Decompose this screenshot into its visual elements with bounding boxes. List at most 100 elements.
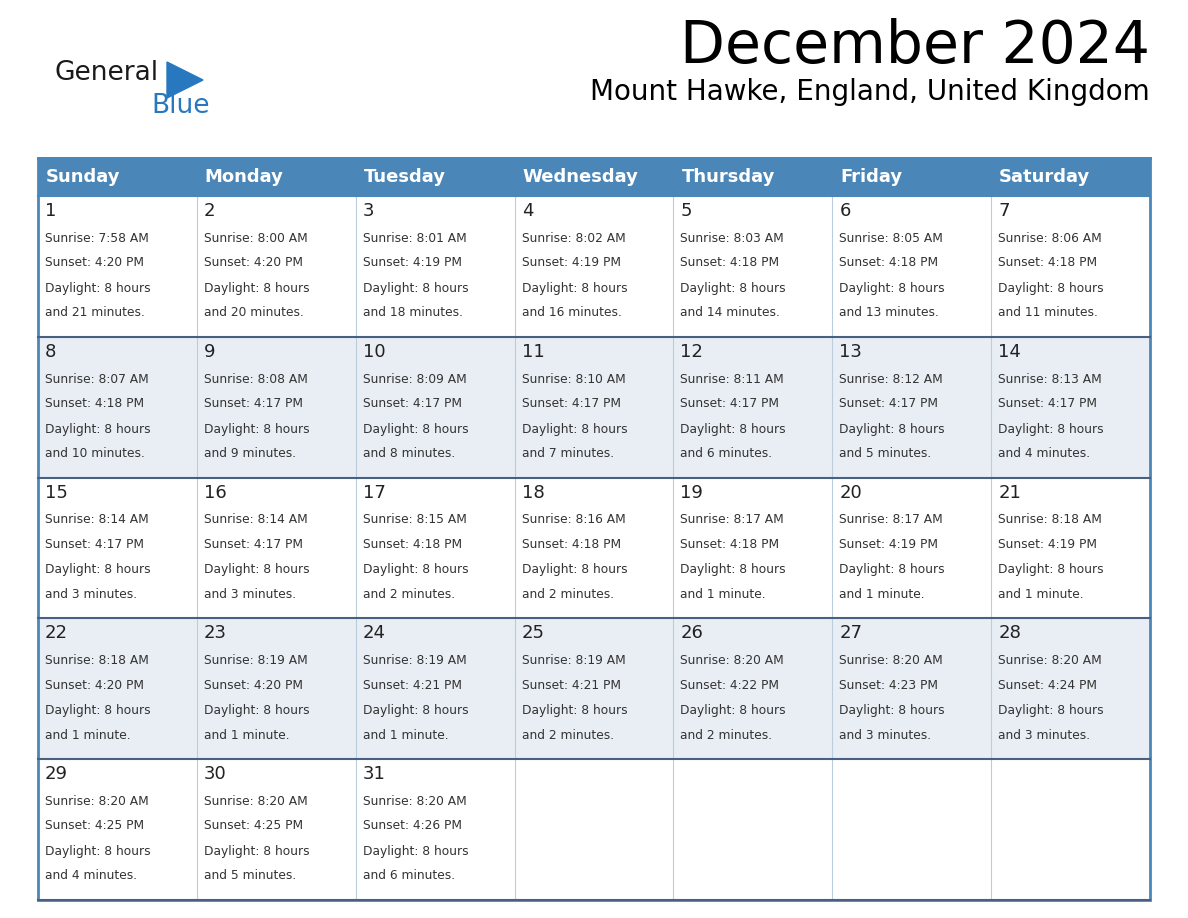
Text: and 18 minutes.: and 18 minutes. bbox=[362, 307, 462, 319]
Text: Sunset: 4:23 PM: Sunset: 4:23 PM bbox=[839, 678, 939, 691]
Text: Sunrise: 8:17 AM: Sunrise: 8:17 AM bbox=[681, 513, 784, 526]
Text: Blue: Blue bbox=[151, 93, 209, 119]
Text: and 1 minute.: and 1 minute. bbox=[681, 588, 766, 601]
Text: Sunset: 4:25 PM: Sunset: 4:25 PM bbox=[204, 820, 303, 833]
Text: Sunrise: 8:05 AM: Sunrise: 8:05 AM bbox=[839, 231, 943, 245]
Text: Sunrise: 8:11 AM: Sunrise: 8:11 AM bbox=[681, 373, 784, 386]
Text: 9: 9 bbox=[204, 342, 215, 361]
Text: Sunrise: 8:20 AM: Sunrise: 8:20 AM bbox=[681, 655, 784, 667]
Text: Sunrise: 8:15 AM: Sunrise: 8:15 AM bbox=[362, 513, 467, 526]
Text: 16: 16 bbox=[204, 484, 227, 501]
Text: Daylight: 8 hours: Daylight: 8 hours bbox=[998, 704, 1104, 717]
Text: 18: 18 bbox=[522, 484, 544, 501]
Text: Daylight: 8 hours: Daylight: 8 hours bbox=[45, 282, 151, 295]
Text: Daylight: 8 hours: Daylight: 8 hours bbox=[204, 282, 310, 295]
Text: Daylight: 8 hours: Daylight: 8 hours bbox=[362, 845, 468, 858]
Text: Daylight: 8 hours: Daylight: 8 hours bbox=[839, 564, 944, 577]
Text: Sunset: 4:20 PM: Sunset: 4:20 PM bbox=[45, 256, 144, 269]
Text: Daylight: 8 hours: Daylight: 8 hours bbox=[204, 845, 310, 858]
Text: Sunset: 4:17 PM: Sunset: 4:17 PM bbox=[362, 397, 462, 410]
Text: Sunset: 4:18 PM: Sunset: 4:18 PM bbox=[681, 256, 779, 269]
Text: Sunrise: 8:18 AM: Sunrise: 8:18 AM bbox=[998, 513, 1102, 526]
Text: and 3 minutes.: and 3 minutes. bbox=[998, 729, 1091, 742]
Text: Sunrise: 8:13 AM: Sunrise: 8:13 AM bbox=[998, 373, 1102, 386]
Text: and 2 minutes.: and 2 minutes. bbox=[522, 588, 614, 601]
Text: 17: 17 bbox=[362, 484, 386, 501]
Text: Sunday: Sunday bbox=[46, 168, 120, 186]
Text: Daylight: 8 hours: Daylight: 8 hours bbox=[45, 704, 151, 717]
Text: and 5 minutes.: and 5 minutes. bbox=[204, 869, 296, 882]
Text: Daylight: 8 hours: Daylight: 8 hours bbox=[839, 422, 944, 436]
Text: 6: 6 bbox=[839, 202, 851, 220]
Text: and 13 minutes.: and 13 minutes. bbox=[839, 307, 940, 319]
Text: Sunset: 4:18 PM: Sunset: 4:18 PM bbox=[681, 538, 779, 551]
Text: and 20 minutes.: and 20 minutes. bbox=[204, 307, 304, 319]
Text: Mount Hawke, England, United Kingdom: Mount Hawke, England, United Kingdom bbox=[590, 78, 1150, 106]
Bar bbox=[38, 477, 1150, 619]
Text: Friday: Friday bbox=[840, 168, 903, 186]
Text: Sunset: 4:17 PM: Sunset: 4:17 PM bbox=[45, 538, 144, 551]
Text: Sunrise: 8:02 AM: Sunrise: 8:02 AM bbox=[522, 231, 625, 245]
Text: Sunset: 4:24 PM: Sunset: 4:24 PM bbox=[998, 678, 1098, 691]
Text: 20: 20 bbox=[839, 484, 862, 501]
Text: Sunset: 4:26 PM: Sunset: 4:26 PM bbox=[362, 820, 462, 833]
Text: Daylight: 8 hours: Daylight: 8 hours bbox=[681, 564, 786, 577]
Text: Sunrise: 8:17 AM: Sunrise: 8:17 AM bbox=[839, 513, 943, 526]
Text: and 16 minutes.: and 16 minutes. bbox=[522, 307, 621, 319]
Text: 10: 10 bbox=[362, 342, 385, 361]
Bar bbox=[38, 196, 1150, 337]
Text: and 1 minute.: and 1 minute. bbox=[998, 588, 1083, 601]
Text: Daylight: 8 hours: Daylight: 8 hours bbox=[681, 704, 786, 717]
Text: 15: 15 bbox=[45, 484, 68, 501]
Text: Sunrise: 8:20 AM: Sunrise: 8:20 AM bbox=[204, 795, 308, 808]
Polygon shape bbox=[168, 62, 203, 98]
Text: Sunset: 4:18 PM: Sunset: 4:18 PM bbox=[998, 256, 1098, 269]
Text: Monday: Monday bbox=[204, 168, 284, 186]
Text: 12: 12 bbox=[681, 342, 703, 361]
Text: Sunrise: 8:10 AM: Sunrise: 8:10 AM bbox=[522, 373, 625, 386]
Text: and 1 minute.: and 1 minute. bbox=[204, 729, 290, 742]
Text: Daylight: 8 hours: Daylight: 8 hours bbox=[522, 282, 627, 295]
Text: Thursday: Thursday bbox=[682, 168, 775, 186]
Text: Sunrise: 8:06 AM: Sunrise: 8:06 AM bbox=[998, 231, 1102, 245]
Text: Sunset: 4:17 PM: Sunset: 4:17 PM bbox=[681, 397, 779, 410]
Text: 23: 23 bbox=[204, 624, 227, 643]
Text: 26: 26 bbox=[681, 624, 703, 643]
Bar bbox=[38, 158, 1150, 900]
Text: 3: 3 bbox=[362, 202, 374, 220]
Bar bbox=[38, 619, 1150, 759]
Text: and 3 minutes.: and 3 minutes. bbox=[45, 588, 137, 601]
Text: and 9 minutes.: and 9 minutes. bbox=[204, 447, 296, 460]
Text: Daylight: 8 hours: Daylight: 8 hours bbox=[362, 564, 468, 577]
Text: and 6 minutes.: and 6 minutes. bbox=[362, 869, 455, 882]
Text: Sunset: 4:17 PM: Sunset: 4:17 PM bbox=[839, 397, 939, 410]
Text: Sunset: 4:21 PM: Sunset: 4:21 PM bbox=[362, 678, 462, 691]
Text: Sunset: 4:20 PM: Sunset: 4:20 PM bbox=[204, 678, 303, 691]
Text: Sunset: 4:19 PM: Sunset: 4:19 PM bbox=[362, 256, 462, 269]
Text: General: General bbox=[55, 60, 159, 86]
Text: Sunset: 4:20 PM: Sunset: 4:20 PM bbox=[204, 256, 303, 269]
Bar bbox=[197, 158, 355, 196]
Text: Sunset: 4:19 PM: Sunset: 4:19 PM bbox=[998, 538, 1098, 551]
Text: Sunrise: 8:12 AM: Sunrise: 8:12 AM bbox=[839, 373, 943, 386]
Text: Daylight: 8 hours: Daylight: 8 hours bbox=[839, 282, 944, 295]
Text: and 5 minutes.: and 5 minutes. bbox=[839, 447, 931, 460]
Text: Daylight: 8 hours: Daylight: 8 hours bbox=[45, 845, 151, 858]
Text: Sunrise: 8:00 AM: Sunrise: 8:00 AM bbox=[204, 231, 308, 245]
Text: and 2 minutes.: and 2 minutes. bbox=[362, 588, 455, 601]
Text: Sunset: 4:17 PM: Sunset: 4:17 PM bbox=[522, 397, 620, 410]
Text: and 21 minutes.: and 21 minutes. bbox=[45, 307, 145, 319]
Text: Daylight: 8 hours: Daylight: 8 hours bbox=[204, 704, 310, 717]
Text: Sunrise: 8:14 AM: Sunrise: 8:14 AM bbox=[204, 513, 308, 526]
Text: Sunset: 4:22 PM: Sunset: 4:22 PM bbox=[681, 678, 779, 691]
Text: 8: 8 bbox=[45, 342, 56, 361]
Text: Sunset: 4:18 PM: Sunset: 4:18 PM bbox=[45, 397, 144, 410]
Text: and 6 minutes.: and 6 minutes. bbox=[681, 447, 772, 460]
Text: 11: 11 bbox=[522, 342, 544, 361]
Text: Daylight: 8 hours: Daylight: 8 hours bbox=[362, 282, 468, 295]
Text: Wednesday: Wednesday bbox=[523, 168, 638, 186]
Text: Sunrise: 8:19 AM: Sunrise: 8:19 AM bbox=[522, 655, 625, 667]
Text: and 1 minute.: and 1 minute. bbox=[839, 588, 925, 601]
Text: Daylight: 8 hours: Daylight: 8 hours bbox=[522, 704, 627, 717]
Text: Tuesday: Tuesday bbox=[364, 168, 446, 186]
